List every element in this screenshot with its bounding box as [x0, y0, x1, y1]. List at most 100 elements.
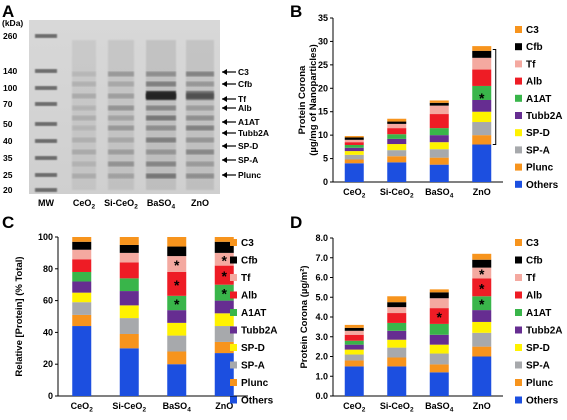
- bar-segment-tf: [119, 252, 139, 263]
- bar-segment-sp-d: [429, 142, 449, 150]
- lane-label: Si-CeO2: [104, 198, 138, 211]
- lane-band: [72, 125, 96, 131]
- chart-c: 0 20 40 60 80 100 Relative [Protein] (% Total)…: [14, 232, 277, 414]
- bar-segment-sp-a: [167, 335, 187, 352]
- legend-label: Cfb: [241, 256, 258, 267]
- gel-bands: [35, 34, 214, 192]
- bar-segment-c3: [119, 237, 139, 245]
- bar-segment-sp-d: [344, 349, 364, 355]
- bar-segment-plunc: [214, 341, 234, 354]
- legend-label: Tf: [526, 273, 536, 284]
- legend-label: A1AT: [526, 308, 551, 319]
- band-label: SP-A: [238, 155, 258, 165]
- bar-segment-sp-d: [72, 292, 92, 303]
- legend-label: Alb: [526, 291, 542, 302]
- legend-label: SP-D: [526, 128, 550, 139]
- legend-label: Others: [241, 396, 274, 407]
- y-tick-label: 60: [43, 296, 53, 306]
- bar-segment-c3: [167, 237, 187, 247]
- lane-band: [146, 137, 176, 143]
- y-tick-label: 20: [43, 359, 53, 369]
- bar-segment-a1at: [429, 128, 449, 136]
- bar-segment-others: [344, 366, 364, 396]
- y-tick-label: 3.0: [315, 332, 328, 342]
- lane-band: [72, 105, 96, 111]
- legend-swatch: [515, 379, 522, 386]
- bar-segment-others: [344, 163, 364, 182]
- bar-segment-sp-d: [429, 344, 449, 354]
- legend-swatch: [515, 163, 522, 171]
- bar-segment-cfb: [472, 259, 492, 268]
- bar-segment-tf: [387, 307, 407, 314]
- legend-label: A1AT: [526, 94, 551, 105]
- panel-label-b: B: [290, 2, 302, 21]
- y-axis-label: Protein Corona(µg/mg of Nanoparticles): [297, 44, 319, 156]
- legend-swatch: [515, 274, 522, 281]
- bar-segment-tf: [472, 57, 492, 70]
- bar-segment-a1at: [344, 144, 364, 148]
- bar-segment-sp-a: [429, 149, 449, 158]
- lane-band: [146, 161, 176, 167]
- legend-swatch: [515, 146, 522, 154]
- bar-segment-sp-d: [472, 111, 492, 123]
- bar-segment-c3: [214, 237, 234, 242]
- bar-segment-sp-d: [167, 322, 187, 336]
- marker-label: 35: [3, 153, 13, 163]
- bar-segment-a1at: [214, 284, 234, 301]
- arrow-head: [222, 81, 227, 87]
- significance-star: *: [222, 252, 228, 268]
- legend-label: Plunc: [241, 378, 269, 389]
- bar-segment-sp-d: [214, 313, 234, 327]
- x-tick-label: BaSO4: [163, 401, 192, 414]
- lane-band: [186, 137, 214, 143]
- bar-segment-others: [72, 326, 92, 396]
- bar-segment-c3: [387, 118, 407, 122]
- lane-band: [108, 173, 134, 179]
- lane-smear: [186, 40, 214, 190]
- bar-segment-a1at: [472, 296, 492, 311]
- legend-label: SP-A: [241, 361, 265, 372]
- lane-band: [72, 115, 96, 121]
- marker-label: 100: [3, 83, 17, 93]
- band-label: Tubb2A: [238, 128, 269, 138]
- y-tick-label: 0: [323, 177, 328, 187]
- marker-label: 50: [3, 119, 13, 129]
- ladder-band: [35, 69, 57, 73]
- y-tick-label: 0.0: [315, 391, 328, 401]
- y-tick-label: 0: [48, 391, 53, 401]
- lane-band: [72, 71, 96, 77]
- bar-segment-sp-d: [119, 305, 139, 319]
- legend-label: Cfb: [526, 256, 543, 267]
- lane-band: [108, 137, 134, 143]
- legend-swatch: [515, 180, 522, 188]
- bar-segment-sp-d: [344, 151, 364, 155]
- lane-band: [72, 137, 96, 143]
- arrow-head: [222, 119, 227, 125]
- bar-segment-alb: [387, 128, 407, 135]
- lane-band: [146, 125, 176, 131]
- bar-segment-c3: [344, 136, 364, 138]
- marker-label: 140: [3, 66, 17, 76]
- arrow-head: [222, 105, 227, 111]
- bar-segment-sp-a: [387, 150, 407, 157]
- bar-segment-c3: [429, 100, 449, 103]
- bar-segment-a1at: [167, 295, 187, 311]
- y-axis-label: Relative [Protein] (% Total): [14, 256, 25, 376]
- legend-label: Plunc: [526, 378, 554, 389]
- gel-marker-labels: 260 140 100 70 50 40 35 25 20: [3, 31, 17, 195]
- lane-label: ZnO: [191, 198, 209, 208]
- bar-segment-tubb2a: [72, 281, 92, 293]
- bar-segment-sp-a: [214, 326, 234, 342]
- legend-swatch: [515, 94, 522, 102]
- bar-segment-tubb2a: [344, 147, 364, 152]
- bar-segment-others: [429, 164, 449, 182]
- marker-label: 20: [3, 185, 13, 195]
- bar-segment-tf: [472, 267, 492, 279]
- legend-swatch: [515, 112, 522, 119]
- marker-label: 70: [3, 99, 13, 109]
- significance-star: *: [174, 257, 180, 273]
- x-tick-label: ZnO: [473, 401, 491, 411]
- legend-swatch: [515, 309, 522, 316]
